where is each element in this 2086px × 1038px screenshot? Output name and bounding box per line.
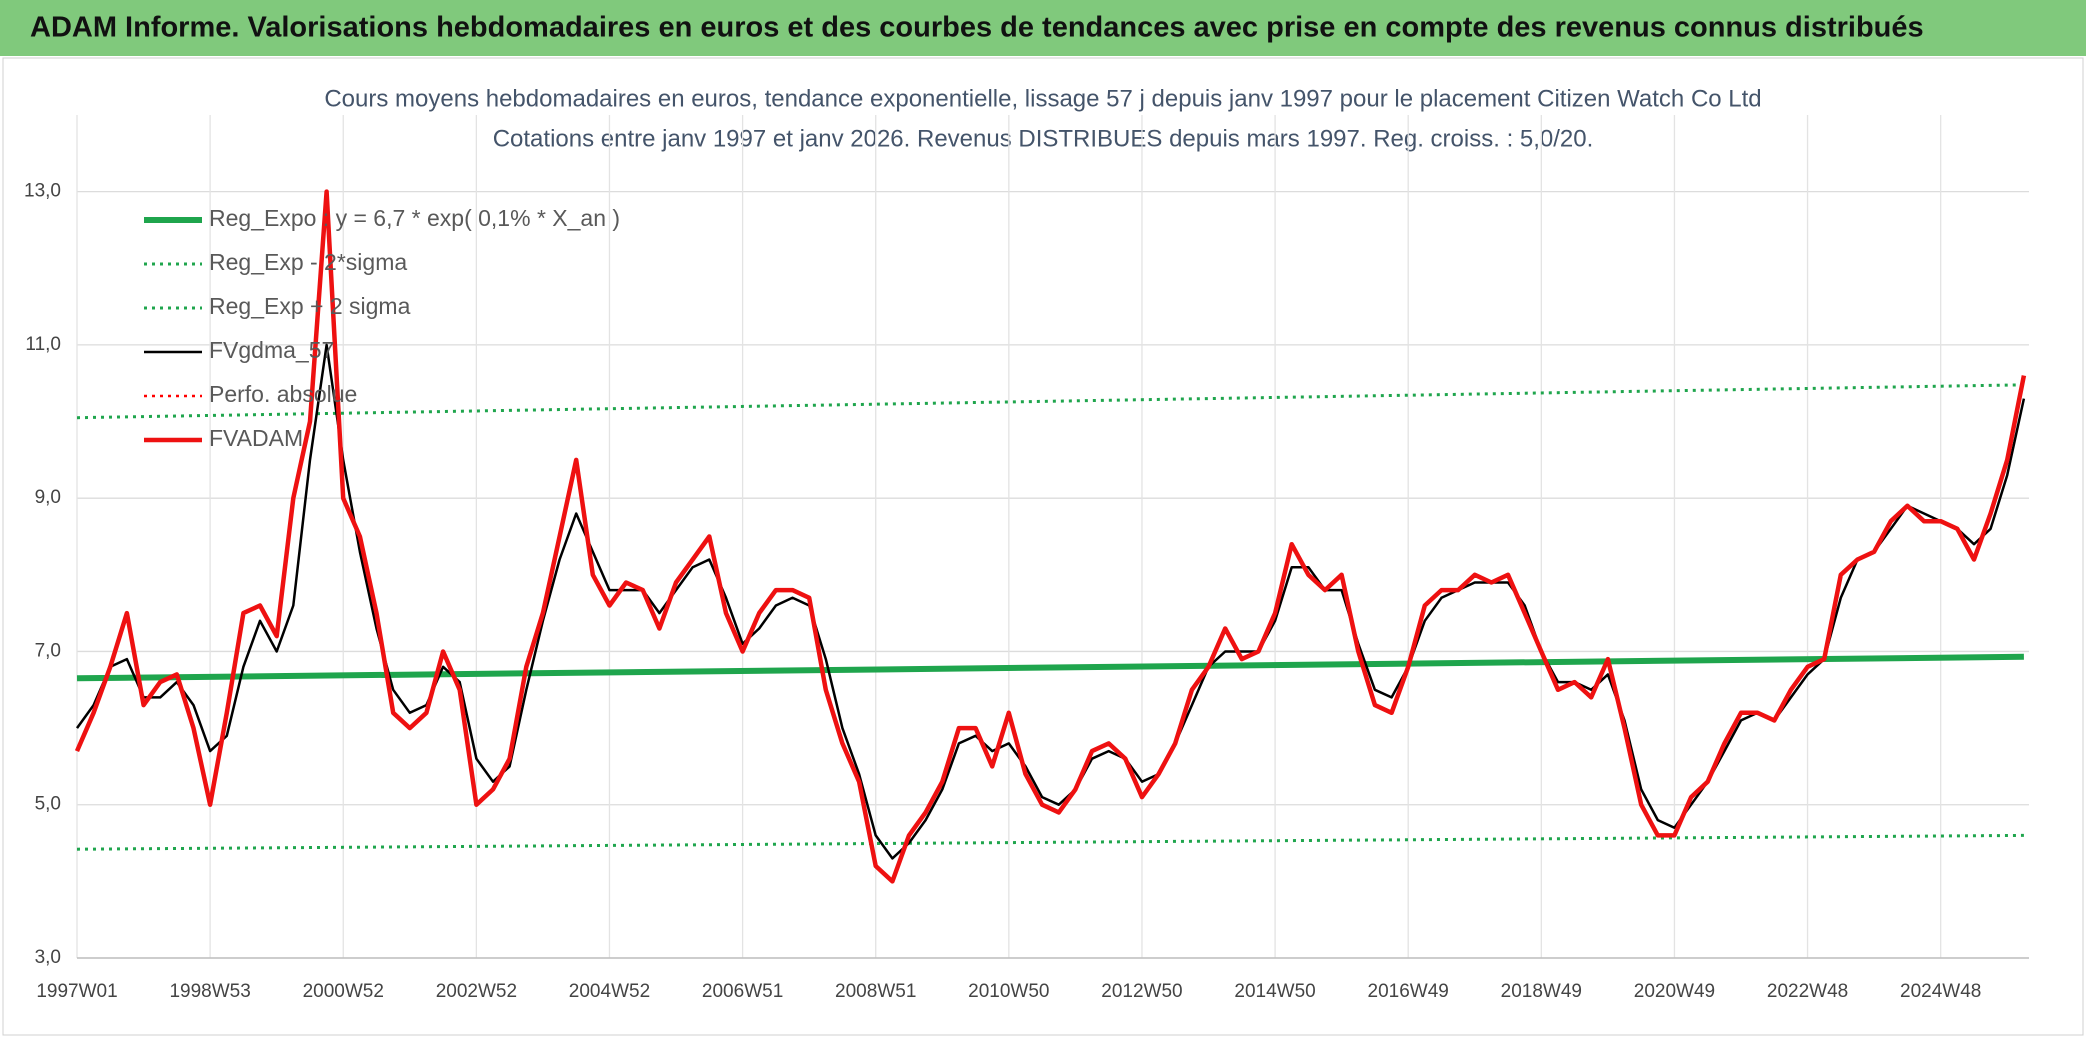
chart-border bbox=[2, 57, 2084, 1036]
x-tick-label: 1998W53 bbox=[169, 981, 250, 1002]
x-tick-label: 2010W50 bbox=[968, 981, 1049, 1002]
y-tick-label: 9,0 bbox=[35, 487, 61, 508]
legend-label: FVgdma_57 bbox=[209, 337, 334, 363]
y-tick-label: 3,0 bbox=[35, 947, 61, 968]
x-tick-label: 2004W52 bbox=[569, 981, 650, 1002]
chart-subtitle: Cotations entre janv 1997 et janv 2026. … bbox=[493, 125, 1594, 152]
series-line bbox=[76, 833, 2024, 851]
y-tick-label: 13,0 bbox=[24, 181, 61, 202]
series-line bbox=[76, 383, 2024, 420]
y-tick-label: 5,0 bbox=[35, 794, 61, 815]
legend-label: Reg_Exp + 2 sigma bbox=[209, 293, 411, 319]
y-tick-label: 11,0 bbox=[25, 334, 61, 355]
x-tick-label: 2008W51 bbox=[835, 981, 916, 1002]
header-bar bbox=[0, 0, 2086, 56]
chart-title: Cours moyens hebdomadaires en euros, ten… bbox=[324, 85, 1761, 112]
x-tick-label: 2012W50 bbox=[1101, 981, 1182, 1002]
x-tick-label: 2016W49 bbox=[1368, 981, 1449, 1002]
x-tick-label: 2006W51 bbox=[702, 981, 783, 1002]
y-tick-label: 7,0 bbox=[35, 640, 61, 661]
x-tick-label: 2022W48 bbox=[1767, 981, 1848, 1002]
page-title: ADAM Informe. Valorisations hebdomadaire… bbox=[30, 12, 1924, 44]
x-tick-label: 2000W52 bbox=[303, 981, 384, 1002]
x-tick-label: 2020W49 bbox=[1634, 981, 1715, 1002]
legend-label: Reg_Expo : y = 6,7 * exp( 0,1% * X_an ) bbox=[209, 205, 620, 231]
x-tick-label: 2024W48 bbox=[1900, 981, 1981, 1002]
x-tick-label: 2014W50 bbox=[1234, 981, 1315, 1002]
x-tick-label: 2018W49 bbox=[1501, 981, 1582, 1002]
legend-label: FVADAM bbox=[209, 425, 303, 451]
series-line bbox=[75, 343, 2026, 860]
x-tick-label: 2002W52 bbox=[436, 981, 517, 1002]
series-line bbox=[76, 653, 2024, 682]
legend-label: Reg_Exp - 2*sigma bbox=[209, 249, 407, 275]
x-tick-label: 1997W01 bbox=[36, 981, 117, 1002]
series-line bbox=[74, 189, 2027, 884]
legend-label: Perfo. absolue bbox=[209, 381, 357, 407]
